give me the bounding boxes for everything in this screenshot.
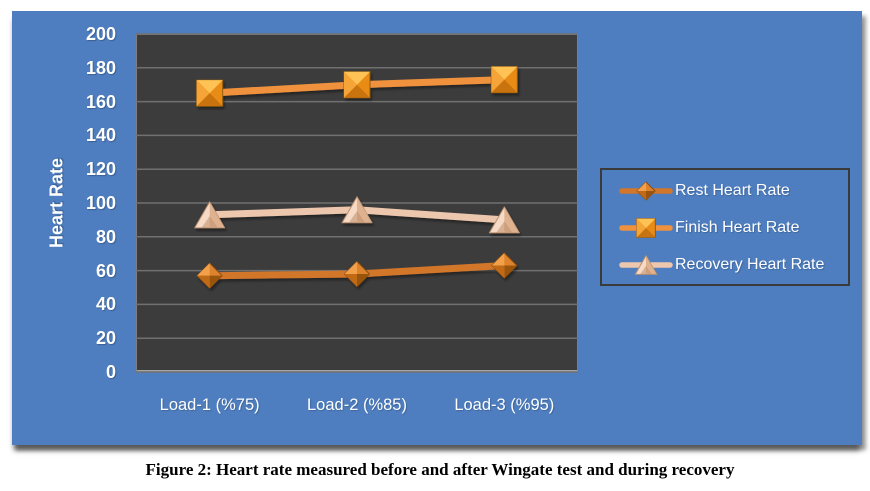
y-tick-label: 80 <box>95 226 116 247</box>
legend-swatch-icon <box>619 255 673 275</box>
y-tick-label: 120 <box>85 159 116 180</box>
x-category-label: Load-3 (%95) <box>454 396 555 414</box>
plot-area <box>136 33 578 373</box>
y-tick-label: 200 <box>85 24 116 44</box>
legend-item-label: Rest Heart Rate <box>675 182 790 199</box>
chart-panel: Heart Rate 0 20 40 60 80 100 120 140 160 180 200 L… <box>12 11 862 445</box>
y-tick-label: 0 <box>105 362 116 382</box>
y-tick-label: 140 <box>85 125 116 146</box>
legend-item: Rest Heart Rate <box>619 175 848 207</box>
figure-caption: Figure 2: Heart rate measured before and… <box>145 460 735 479</box>
x-category-label: Load-1 (%75) <box>159 396 260 414</box>
y-tick-label: 100 <box>85 193 116 213</box>
legend-item: Finish Heart Rate <box>619 212 848 244</box>
legend-swatch-icon <box>619 218 673 238</box>
y-tick-label: 180 <box>85 57 116 78</box>
y-tick-label: 160 <box>85 91 116 112</box>
legend-swatch-icon <box>619 181 673 201</box>
x-category-label: Load-2 (%85) <box>307 396 407 414</box>
y-tick-label: 20 <box>95 328 116 349</box>
y-tick-label: 40 <box>95 294 116 315</box>
series-finish-heart-rate <box>196 66 518 107</box>
legend: Rest Heart Rate Finish Heart Rate Recovery… <box>600 168 850 286</box>
legend-item: Recovery Heart Rate <box>619 249 848 281</box>
series-rest-heart-rate <box>196 252 518 289</box>
legend-item-label: Finish Heart Rate <box>675 219 800 236</box>
y-tick-label: 60 <box>95 260 116 281</box>
legend-item-label: Recovery Heart Rate <box>675 256 825 273</box>
series-recovery-heart-rate <box>194 196 520 234</box>
